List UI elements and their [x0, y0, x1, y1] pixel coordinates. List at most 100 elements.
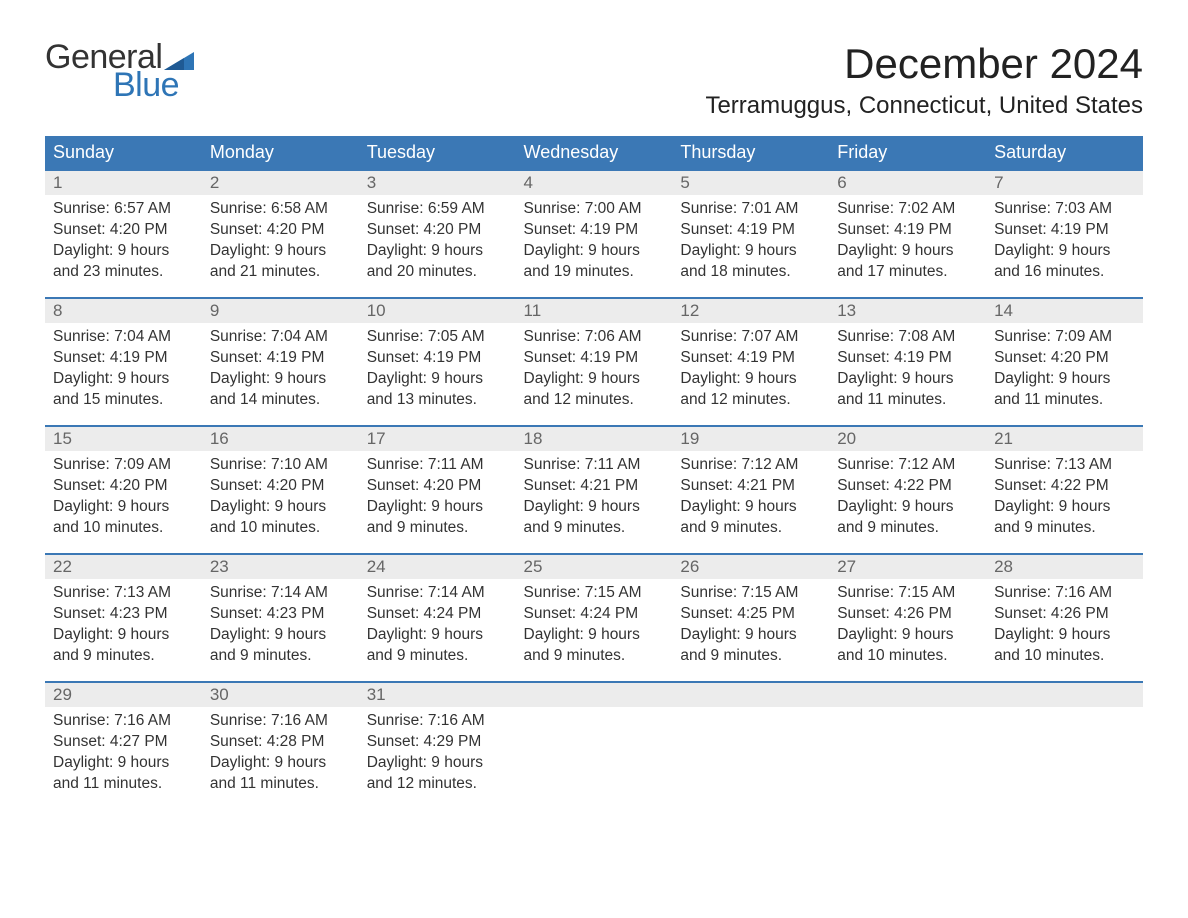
day-cell: 29Sunrise: 7:16 AMSunset: 4:27 PMDayligh… [45, 682, 202, 810]
day-body: Sunrise: 7:09 AMSunset: 4:20 PMDaylight:… [986, 323, 1143, 419]
sunrise-line: Sunrise: 7:03 AM [994, 199, 1135, 220]
d1-line: Daylight: 9 hours [53, 497, 194, 518]
day-number: 3 [359, 171, 516, 195]
d2-line: and 9 minutes. [367, 518, 508, 539]
sunrise-line: Sunrise: 7:14 AM [210, 583, 351, 604]
sunrise-line: Sunrise: 7:16 AM [367, 711, 508, 732]
d1-line: Daylight: 9 hours [680, 497, 821, 518]
sunset-line: Sunset: 4:29 PM [367, 732, 508, 753]
day-body: Sunrise: 7:00 AMSunset: 4:19 PMDaylight:… [516, 195, 673, 291]
day-cell: 15Sunrise: 7:09 AMSunset: 4:20 PMDayligh… [45, 426, 202, 554]
d2-line: and 13 minutes. [367, 390, 508, 411]
d2-line: and 11 minutes. [994, 390, 1135, 411]
day-number: 20 [829, 427, 986, 451]
sunrise-line: Sunrise: 7:11 AM [524, 455, 665, 476]
day-cell: 13Sunrise: 7:08 AMSunset: 4:19 PMDayligh… [829, 298, 986, 426]
day-body: Sunrise: 7:11 AMSunset: 4:21 PMDaylight:… [516, 451, 673, 547]
d1-line: Daylight: 9 hours [210, 625, 351, 646]
day-cell: 3Sunrise: 6:59 AMSunset: 4:20 PMDaylight… [359, 170, 516, 298]
day-number: 10 [359, 299, 516, 323]
day-number: 7 [986, 171, 1143, 195]
d2-line: and 20 minutes. [367, 262, 508, 283]
day-cell: 8Sunrise: 7:04 AMSunset: 4:19 PMDaylight… [45, 298, 202, 426]
week-row: 15Sunrise: 7:09 AMSunset: 4:20 PMDayligh… [45, 426, 1143, 554]
sunrise-line: Sunrise: 7:13 AM [994, 455, 1135, 476]
sunrise-line: Sunrise: 7:16 AM [994, 583, 1135, 604]
sunset-line: Sunset: 4:19 PM [524, 220, 665, 241]
sunset-line: Sunset: 4:20 PM [367, 220, 508, 241]
sunset-line: Sunset: 4:28 PM [210, 732, 351, 753]
sunset-line: Sunset: 4:22 PM [994, 476, 1135, 497]
day-cell: 17Sunrise: 7:11 AMSunset: 4:20 PMDayligh… [359, 426, 516, 554]
sunrise-line: Sunrise: 7:10 AM [210, 455, 351, 476]
day-number: 9 [202, 299, 359, 323]
day-number: 24 [359, 555, 516, 579]
d1-line: Daylight: 9 hours [53, 369, 194, 390]
d2-line: and 14 minutes. [210, 390, 351, 411]
location-subtitle: Terramuggus, Connecticut, United States [705, 92, 1143, 120]
day-body: Sunrise: 7:05 AMSunset: 4:19 PMDaylight:… [359, 323, 516, 419]
sunset-line: Sunset: 4:24 PM [367, 604, 508, 625]
day-cell: 2Sunrise: 6:58 AMSunset: 4:20 PMDaylight… [202, 170, 359, 298]
d2-line: and 9 minutes. [524, 518, 665, 539]
sunset-line: Sunset: 4:19 PM [994, 220, 1135, 241]
day-number: 31 [359, 683, 516, 707]
day-number: 22 [45, 555, 202, 579]
sunset-line: Sunset: 4:26 PM [994, 604, 1135, 625]
day-cell: 28Sunrise: 7:16 AMSunset: 4:26 PMDayligh… [986, 554, 1143, 682]
sunset-line: Sunset: 4:22 PM [837, 476, 978, 497]
day-cell: 26Sunrise: 7:15 AMSunset: 4:25 PMDayligh… [672, 554, 829, 682]
d2-line: and 9 minutes. [210, 646, 351, 667]
col-header: Friday [829, 136, 986, 170]
sunrise-line: Sunrise: 7:11 AM [367, 455, 508, 476]
day-cell: 12Sunrise: 7:07 AMSunset: 4:19 PMDayligh… [672, 298, 829, 426]
day-body: Sunrise: 7:15 AMSunset: 4:25 PMDaylight:… [672, 579, 829, 675]
day-body: Sunrise: 7:04 AMSunset: 4:19 PMDaylight:… [202, 323, 359, 419]
d2-line: and 19 minutes. [524, 262, 665, 283]
d2-line: and 17 minutes. [837, 262, 978, 283]
d1-line: Daylight: 9 hours [210, 241, 351, 262]
sunset-line: Sunset: 4:19 PM [837, 220, 978, 241]
day-cell: 23Sunrise: 7:14 AMSunset: 4:23 PMDayligh… [202, 554, 359, 682]
day-number: 5 [672, 171, 829, 195]
day-number: 19 [672, 427, 829, 451]
d2-line: and 9 minutes. [994, 518, 1135, 539]
sunset-line: Sunset: 4:20 PM [367, 476, 508, 497]
d2-line: and 9 minutes. [524, 646, 665, 667]
sunrise-line: Sunrise: 7:12 AM [680, 455, 821, 476]
d2-line: and 12 minutes. [680, 390, 821, 411]
month-title: December 2024 [705, 40, 1143, 88]
d2-line: and 11 minutes. [210, 774, 351, 795]
d1-line: Daylight: 9 hours [680, 241, 821, 262]
day-number: 6 [829, 171, 986, 195]
day-cell [516, 682, 673, 810]
day-body: Sunrise: 7:16 AMSunset: 4:27 PMDaylight:… [45, 707, 202, 803]
sunset-line: Sunset: 4:19 PM [210, 348, 351, 369]
d1-line: Daylight: 9 hours [367, 241, 508, 262]
day-body: Sunrise: 7:13 AMSunset: 4:22 PMDaylight:… [986, 451, 1143, 547]
day-cell: 21Sunrise: 7:13 AMSunset: 4:22 PMDayligh… [986, 426, 1143, 554]
col-header: Thursday [672, 136, 829, 170]
d1-line: Daylight: 9 hours [994, 625, 1135, 646]
d1-line: Daylight: 9 hours [210, 497, 351, 518]
d2-line: and 12 minutes. [524, 390, 665, 411]
col-header: Tuesday [359, 136, 516, 170]
d2-line: and 10 minutes. [837, 646, 978, 667]
d2-line: and 23 minutes. [53, 262, 194, 283]
sunset-line: Sunset: 4:20 PM [210, 220, 351, 241]
empty-day [516, 683, 673, 707]
day-body: Sunrise: 7:13 AMSunset: 4:23 PMDaylight:… [45, 579, 202, 675]
d2-line: and 10 minutes. [994, 646, 1135, 667]
d1-line: Daylight: 9 hours [837, 369, 978, 390]
d2-line: and 9 minutes. [367, 646, 508, 667]
day-cell: 1Sunrise: 6:57 AMSunset: 4:20 PMDaylight… [45, 170, 202, 298]
day-body: Sunrise: 7:09 AMSunset: 4:20 PMDaylight:… [45, 451, 202, 547]
day-cell: 25Sunrise: 7:15 AMSunset: 4:24 PMDayligh… [516, 554, 673, 682]
sunset-line: Sunset: 4:20 PM [53, 476, 194, 497]
day-body: Sunrise: 6:59 AMSunset: 4:20 PMDaylight:… [359, 195, 516, 291]
d2-line: and 9 minutes. [680, 646, 821, 667]
sunset-line: Sunset: 4:19 PM [680, 220, 821, 241]
d1-line: Daylight: 9 hours [367, 753, 508, 774]
day-body: Sunrise: 7:15 AMSunset: 4:24 PMDaylight:… [516, 579, 673, 675]
day-body: Sunrise: 7:14 AMSunset: 4:23 PMDaylight:… [202, 579, 359, 675]
